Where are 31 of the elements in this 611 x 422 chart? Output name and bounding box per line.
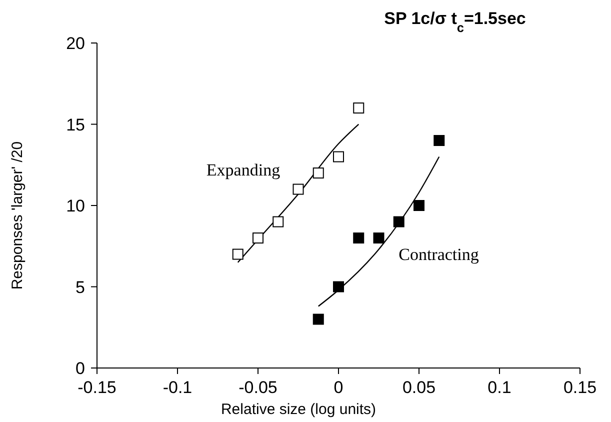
- point: [312, 168, 324, 178]
- y-axis-title: Responses 'larger' /20: [9, 141, 26, 290]
- point: [312, 314, 324, 325]
- point: [414, 200, 424, 211]
- point: [232, 248, 244, 260]
- x-axis-title: Relative size (log units): [220, 401, 376, 418]
- point: [393, 216, 404, 228]
- point: [373, 232, 384, 244]
- y-tick-label: 20: [66, 34, 85, 53]
- x-tick-label: -0.1: [162, 378, 192, 397]
- series-label: Contracting: [398, 245, 480, 264]
- y-tick-label: 10: [66, 196, 85, 216]
- point: [272, 216, 284, 228]
- chart-title: SP 1c/σ t$_{c}$=1.5sec: [384, 9, 526, 34]
- point: [434, 135, 445, 146]
- point: [333, 151, 344, 162]
- x-tick-label: 0: [334, 378, 344, 397]
- x-tick-label: 0.15: [563, 378, 597, 397]
- point: [292, 184, 304, 195]
- point: [333, 281, 344, 292]
- x-tick-label: 0.05: [402, 378, 436, 397]
- y-tick-label: 0: [76, 359, 85, 378]
- y-tick-label: 5: [76, 278, 85, 297]
- x-tick-label: -0.15: [78, 378, 116, 397]
- point: [252, 232, 264, 244]
- point: [353, 232, 364, 244]
- x-tick-label: 0.1: [488, 378, 512, 397]
- point: [353, 102, 364, 114]
- y-tick-label: 15: [66, 115, 85, 134]
- series-label: Expanding: [206, 160, 281, 180]
- x-tick-label: -0.05: [238, 378, 278, 397]
